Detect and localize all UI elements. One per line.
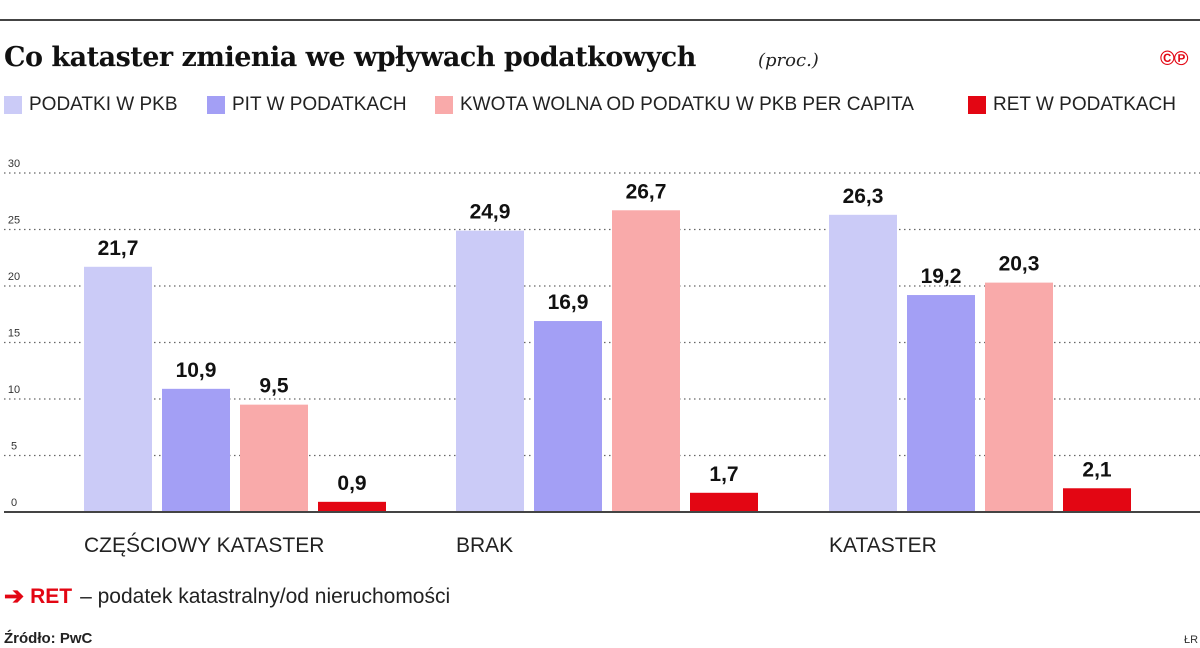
category-label: CZĘŚCIOWY KATASTER bbox=[84, 533, 324, 557]
bar bbox=[84, 266, 152, 512]
y-tick-label: 5 bbox=[11, 441, 17, 453]
y-tick-label: 20 bbox=[8, 271, 20, 283]
category-label: KATASTER bbox=[829, 534, 937, 557]
data-label: 1,7 bbox=[709, 463, 738, 486]
footnote-key: RET bbox=[30, 584, 73, 608]
y-tick-label: 0 bbox=[11, 497, 17, 509]
data-label: 24,9 bbox=[470, 201, 511, 224]
data-label: 2,1 bbox=[1082, 458, 1112, 481]
category-label: BRAK bbox=[456, 534, 513, 557]
bar-chart: 0 5 10 15 20 25 30 21,7 10,9 9,5 0,9 CZĘŚCIOWY KATA… bbox=[4, 158, 1200, 557]
unit-label: (proc.) bbox=[758, 50, 819, 71]
bar bbox=[829, 214, 897, 512]
y-tick-label: 15 bbox=[8, 328, 20, 340]
publisher-logo: ©℗ bbox=[1160, 48, 1189, 70]
legend-label: KWOTA WOLNA OD PODATKU W PKB PER CAPITA bbox=[460, 94, 914, 115]
source-label: Źródło: PwC bbox=[4, 630, 93, 647]
bar bbox=[162, 388, 230, 512]
bar bbox=[907, 295, 975, 512]
y-tick-label: 10 bbox=[8, 384, 20, 396]
top-rule bbox=[0, 19, 1200, 21]
data-label: 10,9 bbox=[176, 359, 217, 382]
author-initials: ŁR bbox=[1184, 634, 1199, 646]
bar bbox=[456, 230, 524, 512]
data-label: 19,2 bbox=[921, 265, 962, 288]
data-label: 0,9 bbox=[337, 472, 366, 495]
legend-item-podatki-w-pkb: PODATKI W PKB bbox=[4, 94, 178, 116]
legend-label: PIT W PODATKACH bbox=[232, 94, 407, 115]
y-tick-label: 30 bbox=[8, 158, 20, 170]
data-label: 26,3 bbox=[843, 185, 884, 208]
bar bbox=[318, 501, 386, 512]
legend-item-kwota-wolna: KWOTA WOLNA OD PODATKU W PKB PER CAPITA bbox=[435, 94, 914, 116]
legend-label: PODATKI W PKB bbox=[29, 94, 178, 115]
data-label: 26,7 bbox=[626, 180, 667, 203]
legend-item-pit-w-podatkach: PIT W PODATKACH bbox=[207, 94, 407, 116]
data-label: 20,3 bbox=[999, 253, 1040, 276]
arrow-icon: ➔ bbox=[4, 583, 25, 610]
data-label: 9,5 bbox=[259, 375, 289, 398]
legend-swatch bbox=[4, 96, 22, 114]
bar bbox=[690, 492, 758, 512]
bar bbox=[612, 210, 680, 512]
footnote-text: – podatek katastralny/od nieruchomości bbox=[80, 584, 451, 608]
bar bbox=[985, 282, 1053, 512]
data-label: 21,7 bbox=[98, 237, 139, 260]
footnote: ➔ RET – podatek katastralny/od nieruchom… bbox=[4, 582, 450, 611]
legend-swatch bbox=[207, 96, 225, 114]
bar bbox=[534, 321, 602, 512]
legend-swatch bbox=[435, 96, 453, 114]
bar bbox=[1063, 488, 1131, 512]
legend-item-ret-w-podatkach: RET W PODATKACH bbox=[968, 94, 1176, 116]
data-label: 16,9 bbox=[548, 291, 589, 314]
legend-label: RET W PODATKACH bbox=[993, 94, 1176, 115]
legend-swatch bbox=[968, 96, 986, 114]
y-tick-label: 25 bbox=[8, 215, 20, 227]
chart-title: Co kataster zmienia we wpływach podatkow… bbox=[4, 42, 696, 73]
bar bbox=[240, 404, 308, 512]
